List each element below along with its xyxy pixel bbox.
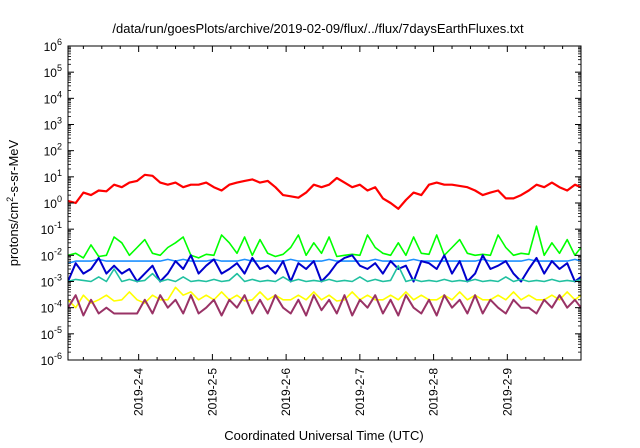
x-axis-label: Coordinated Universal Time (UTC): [224, 428, 423, 443]
y-tick-exponent: 5: [57, 63, 62, 73]
y-tick-exponent: -1: [54, 220, 62, 230]
y-tick-base: 10: [44, 197, 58, 211]
y-tick-exponent: -6: [54, 351, 62, 361]
y-axis: 10-610-510-410-310-210-11001011021031041…: [41, 37, 581, 368]
y-axis-label: protons/cm2-s-sr-MeV: [5, 139, 21, 266]
y-tick-base: 10: [44, 92, 58, 106]
x-tick-label: 2019-2-8: [427, 368, 441, 416]
y-tick-base: 10: [44, 40, 58, 54]
x-tick-label: 2019-2-5: [205, 368, 219, 416]
y-tick-exponent: 2: [57, 142, 62, 152]
y-tick-base: 10: [41, 223, 55, 237]
y-tick-label: 106: [44, 37, 62, 54]
series-line-3: [68, 258, 581, 264]
y-tick-label: 10-1: [41, 220, 62, 237]
y-tick-exponent: -3: [54, 273, 62, 283]
y-tick-base: 10: [41, 354, 55, 368]
series-line-4: [68, 254, 581, 283]
y-tick-base: 10: [44, 171, 58, 185]
series-line-6: [68, 286, 581, 309]
y-tick-label: 101: [44, 168, 62, 185]
x-tick-label: 2019-2-4: [132, 368, 146, 416]
series-line-2: [68, 225, 581, 259]
series-line-5: [68, 264, 581, 283]
y-tick-label: 10-2: [41, 246, 62, 263]
y-tick-exponent: 6: [57, 37, 62, 47]
y-tick-exponent: -4: [54, 299, 62, 309]
y-tick-label: 10-4: [41, 299, 62, 316]
y-tick-exponent: 0: [57, 194, 62, 204]
y-tick-label: 10-6: [41, 351, 62, 368]
y-tick-label: 103: [44, 116, 62, 133]
chart-title: /data/run/goesPlots/archive/2019-02-09/f…: [112, 21, 524, 36]
y-tick-base: 10: [44, 145, 58, 159]
y-tick-base: 10: [41, 249, 55, 263]
y-tick-base: 10: [44, 119, 58, 133]
y-tick-base: 10: [44, 66, 58, 80]
y-tick-exponent: 1: [57, 168, 62, 178]
series-line-7: [68, 294, 581, 317]
y-axis-label-sup: 2: [5, 197, 15, 202]
y-tick-label: 104: [44, 89, 62, 106]
x-tick-label: 2019-2-6: [279, 368, 293, 416]
y-axis-label-pre: protons/cm: [6, 202, 21, 266]
y-tick-exponent: 3: [57, 116, 62, 126]
y-tick-exponent: -5: [54, 325, 62, 335]
y-tick-base: 10: [41, 302, 55, 316]
y-tick-exponent: 4: [57, 89, 62, 99]
y-tick-base: 10: [41, 328, 55, 342]
y-tick-label: 102: [44, 142, 62, 159]
x-tick-label: 2019-2-9: [500, 368, 514, 416]
y-tick-base: 10: [41, 276, 55, 290]
series-line-1: [68, 173, 581, 210]
series-layer: [68, 173, 581, 317]
y-tick-exponent: -2: [54, 246, 62, 256]
y-axis-label-post: -s-sr-MeV: [6, 139, 21, 196]
y-tick-label: 105: [44, 63, 62, 80]
y-tick-label: 10-3: [41, 273, 62, 290]
y-tick-label: 100: [44, 194, 62, 211]
x-axis: 2019-2-4 2019-2-5 2019-2-6 2019-2-7 2019-2-8…: [82, 46, 564, 416]
x-tick-label: 2019-2-7: [353, 368, 367, 416]
y-tick-label: 10-5: [41, 325, 62, 342]
